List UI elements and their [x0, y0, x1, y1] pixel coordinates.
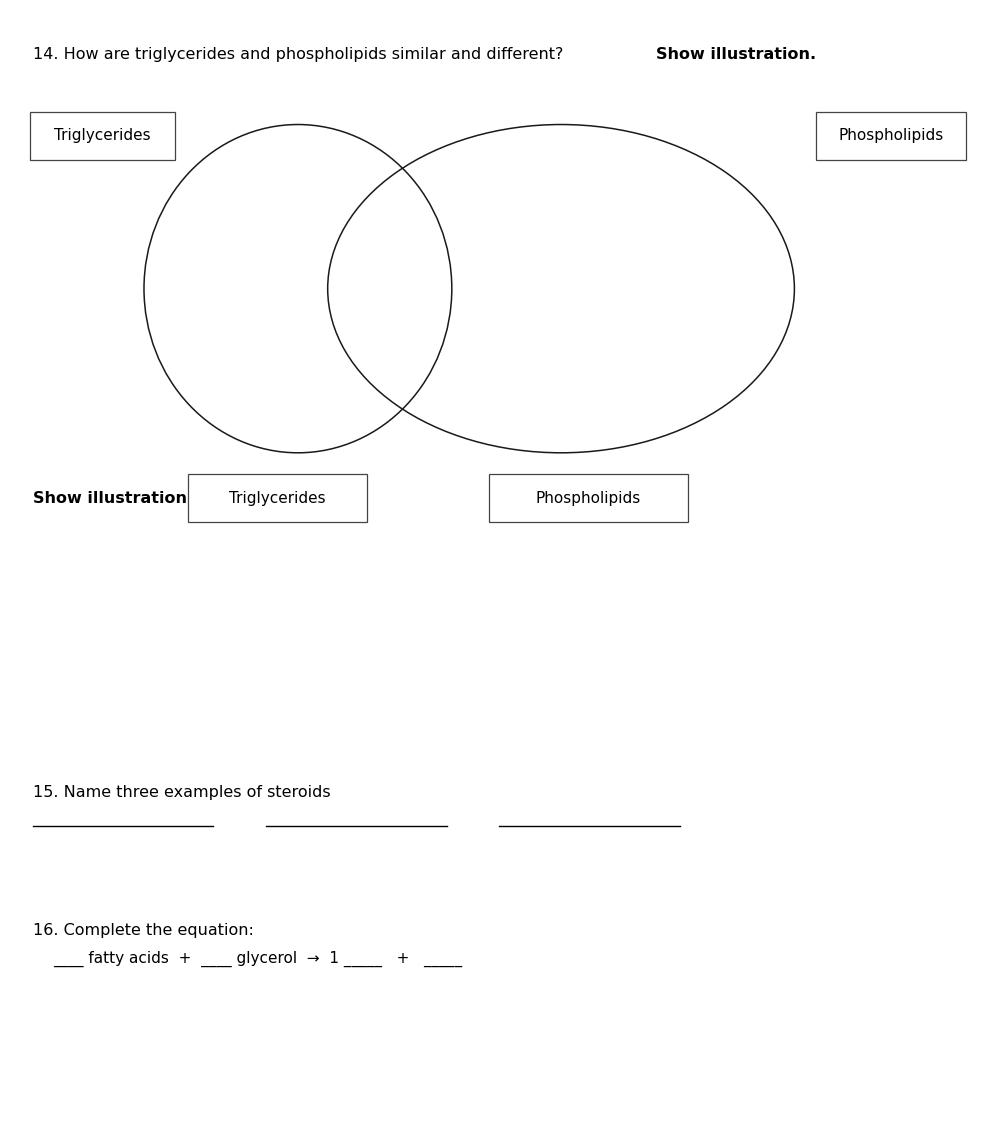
Text: Phospholipids: Phospholipids — [839, 128, 943, 144]
FancyBboxPatch shape — [30, 112, 175, 160]
Text: 15. Name three examples of steroids: 15. Name three examples of steroids — [33, 784, 331, 800]
Text: Show illustration.: Show illustration. — [656, 48, 816, 62]
FancyBboxPatch shape — [188, 474, 367, 522]
FancyBboxPatch shape — [489, 474, 688, 522]
FancyBboxPatch shape — [816, 112, 966, 160]
Text: 14. How are triglycerides and phospholipids similar and different?: 14. How are triglycerides and phospholip… — [33, 48, 568, 62]
Text: 16. Complete the equation:: 16. Complete the equation: — [33, 923, 253, 938]
Text: Triglycerides: Triglycerides — [229, 490, 326, 506]
Text: ____ fatty acids  +  ____ glycerol  →  1 _____   +   _____: ____ fatty acids + ____ glycerol → 1 ___… — [53, 951, 462, 967]
Text: Triglycerides: Triglycerides — [54, 128, 151, 144]
Text: Show illustration.: Show illustration. — [33, 490, 193, 506]
Text: Phospholipids: Phospholipids — [536, 490, 640, 506]
